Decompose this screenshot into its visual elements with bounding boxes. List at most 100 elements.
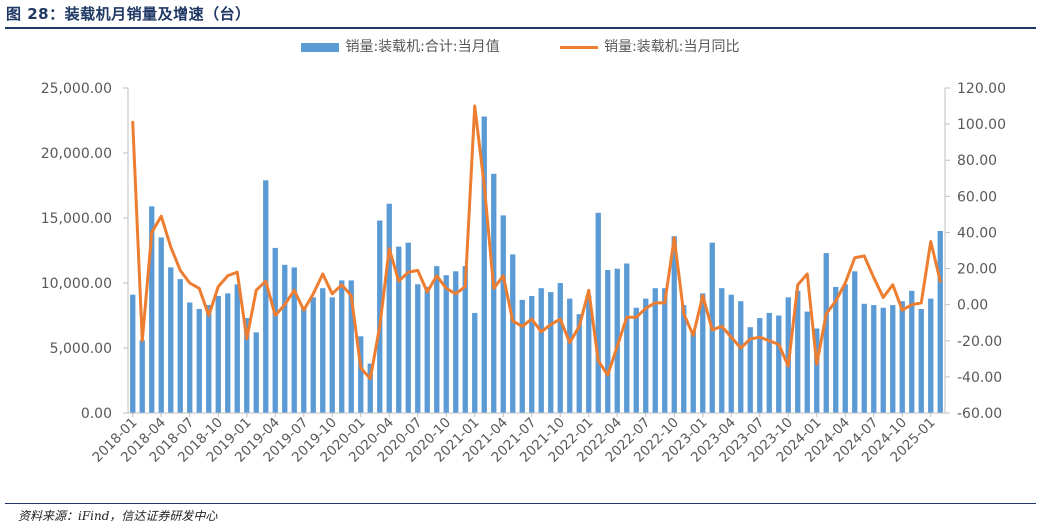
bar xyxy=(529,296,535,413)
bar xyxy=(633,307,639,413)
bar xyxy=(928,298,934,413)
bar xyxy=(861,303,867,413)
yoy-growth-line xyxy=(131,104,942,381)
bar xyxy=(880,307,886,413)
bar xyxy=(899,301,905,413)
bar xyxy=(652,288,658,413)
chart-canvas: 25,000.00 20,000.00 15,000.00 10,000.00 5,00… xyxy=(41,81,1006,466)
bar xyxy=(158,237,164,413)
bar xyxy=(918,309,924,413)
left-axis-ticks: 25,000.00 20,000.00 15,000.00 10,000.00 5,00… xyxy=(41,81,128,422)
bar xyxy=(605,270,611,413)
bar xyxy=(339,280,345,413)
right-tick-label: 60.00 xyxy=(957,189,997,205)
bar xyxy=(481,116,487,413)
right-tick-label: -60.00 xyxy=(957,406,1002,422)
bar-series xyxy=(130,116,943,413)
bar xyxy=(386,203,392,413)
left-tick-label: 15,000.00 xyxy=(41,211,112,227)
bar xyxy=(500,215,506,413)
x-axis-ticks: 2018-012018-042018-072018-102019-012019-… xyxy=(89,413,939,466)
bar xyxy=(814,328,820,413)
bar xyxy=(833,286,839,413)
source-rule xyxy=(5,503,1036,504)
bar xyxy=(329,297,335,413)
bar xyxy=(263,180,269,413)
bar xyxy=(690,331,696,413)
bar xyxy=(909,290,915,413)
bar xyxy=(396,246,402,413)
bar xyxy=(804,311,810,413)
right-tick-label: -40.00 xyxy=(957,370,1002,386)
figure-title: 图 28：装载机月销量及增速（台） xyxy=(6,5,251,23)
left-tick-label: 10,000.00 xyxy=(41,276,112,292)
legend-label-line: 销量:装载机:当月同比 xyxy=(604,39,740,55)
bar xyxy=(291,267,297,413)
bar xyxy=(757,318,763,413)
bar xyxy=(643,298,649,413)
bar xyxy=(586,296,592,413)
bar xyxy=(681,305,687,413)
bar xyxy=(424,286,430,413)
bar xyxy=(871,305,877,413)
bar xyxy=(196,309,202,413)
bar xyxy=(595,212,601,413)
right-tick-label: 40.00 xyxy=(957,225,997,241)
bar xyxy=(272,247,278,413)
legend-swatch-line xyxy=(560,45,599,49)
legend-item-bar: 销量:装载机:合计:当月值 xyxy=(301,36,500,56)
bar xyxy=(567,298,573,413)
bar xyxy=(842,284,848,413)
right-tick-label: 80.00 xyxy=(957,153,997,169)
bar xyxy=(282,264,288,413)
bar xyxy=(662,288,668,413)
bar xyxy=(852,271,858,413)
bar xyxy=(405,242,411,413)
bar xyxy=(766,312,772,413)
chart-legend: 销量:装载机:合计:当月值 销量:装载机:当月同比 xyxy=(0,36,1041,56)
bar xyxy=(538,288,544,413)
bar xyxy=(130,294,136,413)
bar xyxy=(624,263,630,413)
bar xyxy=(187,302,193,413)
bar xyxy=(301,307,307,413)
bar xyxy=(177,279,183,413)
bar xyxy=(738,301,744,413)
bar xyxy=(510,254,516,413)
left-tick-label: 20,000.00 xyxy=(41,146,112,162)
legend-label-bar: 销量:装载机:合计:当月值 xyxy=(345,39,500,55)
bar xyxy=(548,292,554,413)
bar xyxy=(747,327,753,413)
bar xyxy=(491,173,497,413)
legend-item-line: 销量:装载机:当月同比 xyxy=(560,36,740,56)
bar xyxy=(719,288,725,413)
bar xyxy=(671,236,677,413)
axes xyxy=(127,88,946,414)
bar xyxy=(348,280,354,413)
legend-swatch-bar xyxy=(301,42,340,52)
bar xyxy=(937,231,943,413)
right-tick-label: 100.00 xyxy=(957,117,1006,133)
right-tick-label: 20.00 xyxy=(957,262,997,278)
title-rule xyxy=(5,27,1036,29)
right-tick-label: 120.00 xyxy=(957,81,1006,97)
bar xyxy=(168,267,174,413)
bar xyxy=(443,275,449,413)
right-tick-label: -20.00 xyxy=(957,334,1002,350)
bar xyxy=(614,268,620,413)
bar xyxy=(139,340,145,413)
bar xyxy=(795,290,801,413)
bar xyxy=(415,284,421,413)
bar xyxy=(890,305,896,413)
bar xyxy=(453,271,459,413)
bar xyxy=(728,294,734,413)
left-tick-label: 0.00 xyxy=(81,406,112,422)
bar xyxy=(823,253,829,413)
line-series xyxy=(131,104,942,381)
bar xyxy=(244,318,250,413)
bar xyxy=(700,293,706,413)
bar xyxy=(434,266,440,413)
bar xyxy=(358,336,364,413)
bar xyxy=(253,332,259,413)
bar xyxy=(557,283,563,413)
